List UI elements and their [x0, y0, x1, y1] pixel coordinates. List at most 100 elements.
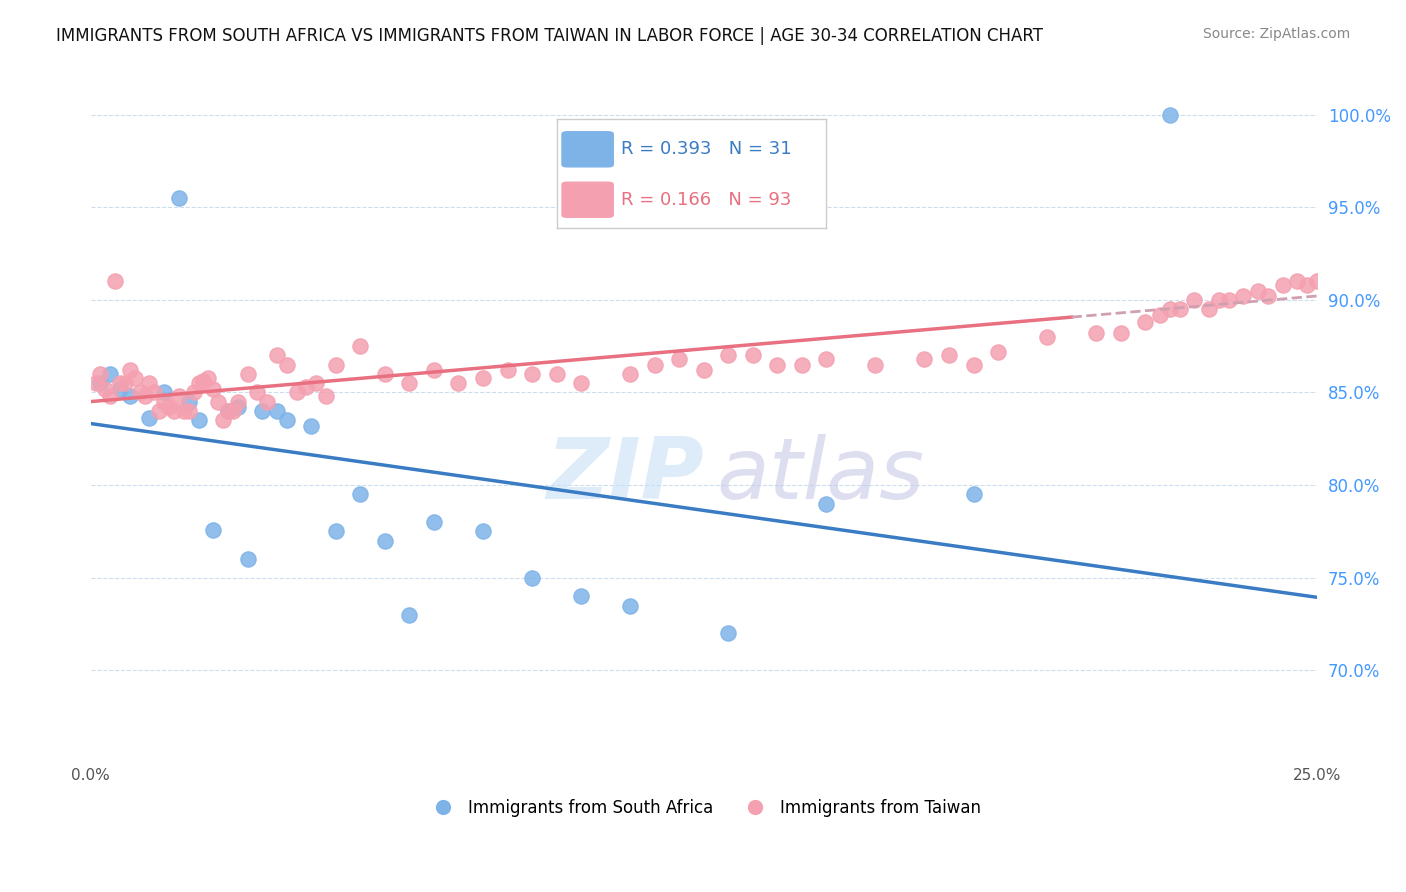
Point [423, 515, 446, 529]
Point [938, 348, 960, 362]
Point [1135, 315, 1157, 329]
Point [1379, 265, 1402, 279]
Point [472, 370, 495, 384]
Text: Source: ZipAtlas.com: Source: ZipAtlas.com [1202, 27, 1350, 41]
Point [815, 497, 838, 511]
Point [1296, 278, 1319, 293]
Point [276, 413, 298, 427]
Point [89, 376, 111, 391]
Point [167, 191, 190, 205]
Point [276, 358, 298, 372]
Point [256, 394, 278, 409]
Point [163, 404, 186, 418]
Point [183, 385, 205, 400]
Point [305, 376, 328, 391]
Point [1316, 274, 1339, 288]
Point [374, 367, 396, 381]
Point [1208, 293, 1230, 307]
Text: IMMIGRANTS FROM SOUTH AFRICA VS IMMIGRANTS FROM TAIWAN IN LABOR FORCE | AGE 30-3: IMMIGRANTS FROM SOUTH AFRICA VS IMMIGRAN… [56, 27, 1043, 45]
Point [815, 352, 838, 367]
Point [299, 418, 322, 433]
Point [246, 385, 269, 400]
Point [1271, 278, 1294, 293]
Point [236, 367, 259, 381]
Text: ZIP: ZIP [546, 434, 704, 516]
Point [315, 389, 337, 403]
Point [1159, 302, 1181, 317]
Point [1109, 326, 1132, 341]
Point [207, 394, 229, 409]
Point [157, 401, 180, 415]
Point [1393, 270, 1406, 285]
Point [226, 394, 249, 409]
Point [1036, 330, 1059, 344]
Point [349, 487, 371, 501]
Point [1257, 289, 1279, 303]
Point [128, 385, 150, 400]
Point [187, 413, 209, 427]
Point [1168, 302, 1191, 317]
Point [295, 380, 318, 394]
Point [89, 367, 111, 381]
Point [987, 344, 1010, 359]
Point [1286, 274, 1309, 288]
Point [1218, 293, 1240, 307]
Point [374, 533, 396, 548]
Point [398, 376, 420, 391]
Point [124, 370, 146, 384]
Point [98, 389, 121, 403]
Point [134, 389, 156, 403]
Point [1085, 326, 1108, 341]
Point [1330, 274, 1353, 288]
Point [1182, 293, 1205, 307]
Point [472, 524, 495, 539]
Point [177, 404, 200, 418]
Point [252, 404, 274, 418]
Point [143, 385, 166, 400]
Point [153, 385, 176, 400]
Point [1198, 302, 1220, 317]
Point [98, 367, 121, 381]
Point [138, 376, 160, 391]
Point [447, 376, 470, 391]
Point [766, 358, 789, 372]
Point [94, 382, 117, 396]
Point [118, 363, 141, 377]
Point [1355, 274, 1378, 288]
Point [177, 394, 200, 409]
Point [148, 404, 170, 418]
Point [285, 385, 308, 400]
Point [668, 352, 690, 367]
Point [138, 411, 160, 425]
Point [266, 404, 288, 418]
Point [202, 523, 225, 537]
Point [496, 363, 519, 377]
Point [520, 367, 543, 381]
Point [173, 404, 195, 418]
Point [167, 389, 190, 403]
Point [1149, 308, 1171, 322]
Point [1364, 270, 1386, 285]
Point [349, 339, 371, 353]
Point [114, 376, 136, 391]
Point [398, 607, 420, 622]
Point [118, 389, 141, 403]
Point [197, 370, 219, 384]
Point [1247, 284, 1270, 298]
Point [217, 404, 239, 418]
Point [962, 487, 984, 501]
Point [153, 394, 176, 409]
Legend: Immigrants from South Africa, Immigrants from Taiwan: Immigrants from South Africa, Immigrants… [420, 792, 987, 823]
Point [865, 358, 887, 372]
Point [222, 404, 245, 418]
Point [619, 599, 641, 613]
Text: atlas: atlas [716, 434, 924, 516]
Point [619, 367, 641, 381]
Point [325, 358, 347, 372]
Point [962, 358, 984, 372]
Point [266, 348, 288, 362]
Point [569, 590, 592, 604]
Point [569, 376, 592, 391]
Point [187, 376, 209, 391]
Point [717, 348, 740, 362]
